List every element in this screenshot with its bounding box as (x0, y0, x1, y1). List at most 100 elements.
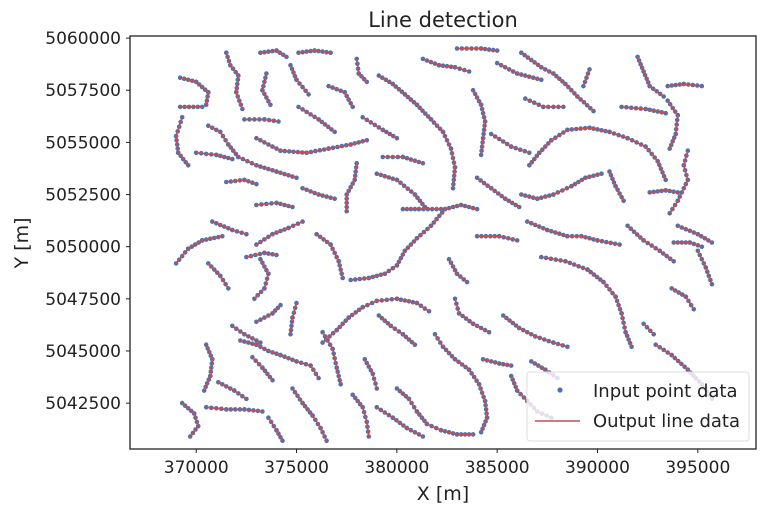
detected-line (256, 202, 293, 208)
detected-line (667, 83, 702, 87)
legend: Input point data Output line data (526, 371, 750, 442)
detected-line (226, 179, 257, 185)
detected-line (302, 187, 335, 200)
x-axis-label: X [m] (417, 483, 469, 505)
detected-line (251, 356, 274, 381)
detected-line (211, 220, 247, 235)
plot-data-layer (173, 46, 715, 444)
detected-line (255, 220, 303, 246)
x-tick-label: 370000 (164, 458, 229, 478)
detected-line (643, 323, 655, 335)
detected-line (621, 106, 666, 114)
x-ticks: 370000 375000 380000 385000 390000 395000 (164, 449, 730, 478)
detected-line (502, 314, 568, 348)
detected-line (225, 52, 244, 110)
detected-line (671, 287, 695, 310)
y-tick-label: 5060000 (45, 29, 121, 49)
detected-line (669, 150, 689, 214)
x-tick-label: 390000 (565, 458, 630, 478)
detected-line (673, 241, 703, 248)
detected-line (396, 387, 474, 436)
detected-line (203, 344, 214, 391)
detected-line (256, 137, 368, 154)
detected-line (376, 172, 426, 208)
y-axis-label: Y [m] (11, 218, 33, 270)
detected-line (244, 118, 279, 123)
detected-line (175, 235, 223, 264)
y-ticks: 5042500 5045000 5047500 5050000 5052500 50550… (45, 29, 130, 414)
detected-line (231, 325, 261, 344)
detected-line (196, 152, 233, 160)
detected-line (434, 333, 488, 433)
detected-line (496, 62, 542, 81)
detected-line (697, 250, 713, 285)
detected-line (355, 58, 368, 83)
y-tick-label: 5045000 (45, 342, 121, 362)
legend-box (526, 371, 750, 442)
detected-line (476, 177, 520, 208)
detected-line (627, 225, 675, 262)
chart-title: Line detection (368, 8, 518, 32)
detected-line (649, 189, 678, 194)
y-tick-label: 5047500 (45, 290, 121, 310)
detected-line (526, 220, 620, 246)
x-tick-label: 395000 (665, 458, 730, 478)
detected-line (667, 100, 679, 149)
input-point (264, 71, 269, 76)
detected-line (261, 73, 272, 106)
detected-line (345, 163, 358, 212)
detected-line (490, 133, 530, 154)
detected-line (328, 85, 354, 108)
detected-line (524, 97, 564, 108)
detected-line (477, 235, 518, 242)
detected-line (321, 331, 342, 385)
detected-line (253, 258, 270, 300)
detected-line (352, 394, 370, 437)
detected-line (289, 302, 298, 335)
detected-line (217, 381, 247, 400)
detected-line (260, 49, 287, 58)
input-point (260, 409, 265, 414)
detected-line (528, 127, 667, 181)
detected-line (636, 56, 665, 98)
detected-line (322, 297, 430, 344)
legend-point-marker (557, 387, 563, 393)
detected-line (246, 252, 277, 258)
legend-label-lines: Output line data (593, 411, 740, 432)
detected-line (240, 339, 320, 379)
detected-line (179, 76, 210, 105)
detected-line (207, 124, 297, 179)
input-point (508, 363, 514, 368)
x-tick-label: 380000 (364, 458, 429, 478)
y-tick-label: 5055000 (45, 133, 121, 153)
detected-line (422, 58, 470, 73)
detected-line (454, 298, 490, 333)
detected-line (472, 89, 486, 155)
detected-line (256, 304, 282, 323)
detected-line (175, 117, 189, 166)
detected-line (448, 258, 468, 283)
detected-line (521, 172, 602, 200)
y-tick-label: 5052500 (45, 186, 121, 206)
y-tick-label: 5057500 (45, 81, 121, 101)
detected-line (376, 406, 424, 438)
plot-frame (129, 35, 757, 450)
y-tick-label: 5042500 (45, 394, 121, 414)
detected-line (364, 358, 378, 389)
detected-line (291, 388, 328, 442)
detected-line (378, 74, 456, 189)
x-tick-label: 385000 (465, 458, 530, 478)
input-point (328, 50, 333, 55)
detected-line (608, 171, 625, 202)
detected-line (181, 402, 199, 437)
detected-line (267, 417, 284, 442)
detected-line (520, 52, 595, 112)
detected-line (457, 47, 498, 52)
detected-line (298, 106, 336, 133)
legend-label-points: Input point data (593, 381, 738, 402)
detected-line (541, 256, 633, 348)
line-series (175, 47, 713, 442)
detected-line (350, 204, 478, 281)
detected-line (378, 314, 416, 346)
